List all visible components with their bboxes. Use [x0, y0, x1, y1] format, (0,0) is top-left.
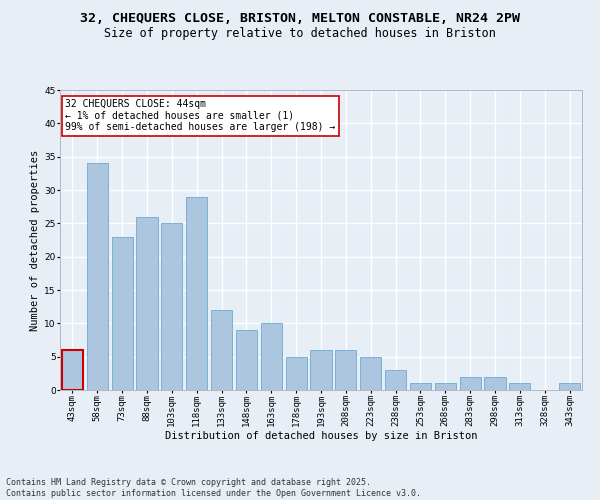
Text: Contains HM Land Registry data © Crown copyright and database right 2025.
Contai: Contains HM Land Registry data © Crown c… — [6, 478, 421, 498]
X-axis label: Distribution of detached houses by size in Briston: Distribution of detached houses by size … — [165, 430, 477, 440]
Bar — [509, 384, 530, 390]
Bar — [310, 350, 332, 390]
Bar — [385, 370, 406, 390]
Text: Size of property relative to detached houses in Briston: Size of property relative to detached ho… — [104, 28, 496, 40]
Bar — [484, 376, 506, 390]
Bar — [236, 330, 257, 390]
Text: 32 CHEQUERS CLOSE: 44sqm
← 1% of detached houses are smaller (1)
99% of semi-det: 32 CHEQUERS CLOSE: 44sqm ← 1% of detache… — [65, 99, 335, 132]
Bar — [62, 350, 83, 390]
Bar — [186, 196, 207, 390]
Bar — [410, 384, 431, 390]
Bar — [261, 324, 282, 390]
Bar — [435, 384, 456, 390]
Bar — [211, 310, 232, 390]
Bar — [136, 216, 158, 390]
Bar — [335, 350, 356, 390]
Bar — [360, 356, 381, 390]
Text: 32, CHEQUERS CLOSE, BRISTON, MELTON CONSTABLE, NR24 2PW: 32, CHEQUERS CLOSE, BRISTON, MELTON CONS… — [80, 12, 520, 26]
Bar — [559, 384, 580, 390]
Y-axis label: Number of detached properties: Number of detached properties — [30, 150, 40, 330]
Bar — [161, 224, 182, 390]
Bar — [112, 236, 133, 390]
Bar — [87, 164, 108, 390]
Bar — [286, 356, 307, 390]
Bar — [460, 376, 481, 390]
